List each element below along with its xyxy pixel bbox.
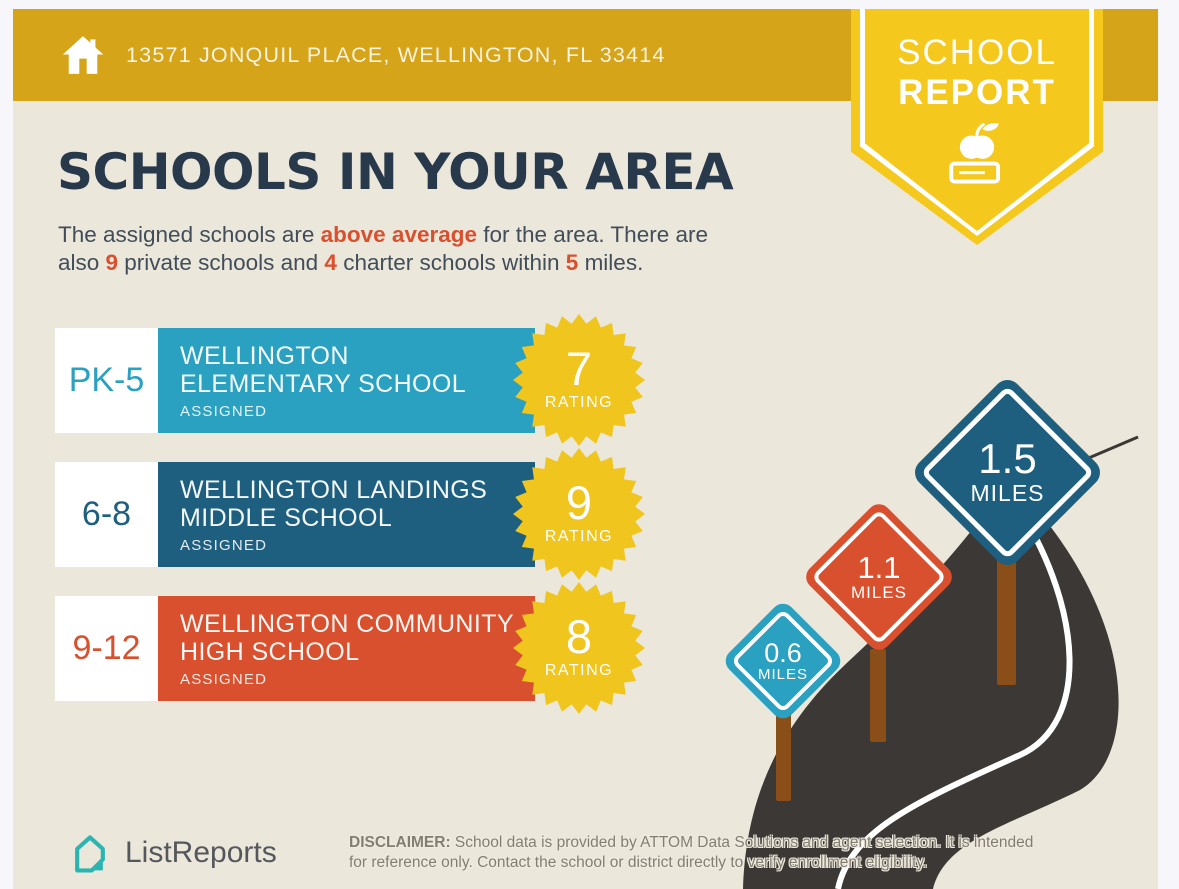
rating-starburst: 9 RATING xyxy=(513,447,645,580)
ribbon-title-line2: REPORT xyxy=(898,73,1056,112)
listreports-wordmark: ListReports xyxy=(125,836,277,869)
listreports-house-icon xyxy=(75,835,105,873)
rating-starburst: 7 RATING xyxy=(513,313,645,446)
grade-range-box: 9-12 xyxy=(55,596,158,701)
disclaimer-line-2: for reference only. Contact the school o… xyxy=(349,853,928,871)
road-center-line xyxy=(835,508,1073,889)
school-bar: WELLINGTON LANDINGS MIDDLE SCHOOL ASSIGN… xyxy=(158,462,535,567)
distance-value: 1.5 xyxy=(978,435,1037,482)
rating-label: RATING xyxy=(544,662,614,679)
distance-value: 1.1 xyxy=(857,549,901,585)
school-status: ASSIGNED xyxy=(180,670,268,688)
rating-value: 8 xyxy=(565,610,593,663)
distance-value: 0.6 xyxy=(764,637,802,668)
school-row-high: 9-12 WELLINGTON COMMUNITY HIGH SCHOOL AS… xyxy=(13,581,1158,714)
distance-unit: MILES xyxy=(850,582,908,602)
distance-sign-1-5-miles: 1.5 MILES xyxy=(909,374,1106,571)
school-name-line1: WELLINGTON xyxy=(180,341,349,370)
highlight-miles-count: 5 xyxy=(565,249,579,275)
apple-on-book-icon xyxy=(949,123,1001,184)
intro-line-1: The assigned schools are above average f… xyxy=(58,222,708,247)
property-address: 13571 JONQUIL PLACE, WELLINGTON, FL 3341… xyxy=(126,42,666,67)
disclaimer-line-1: DISCLAIMER: School data is provided by A… xyxy=(349,834,1034,851)
starburst-shape xyxy=(513,581,645,714)
starburst-shape xyxy=(513,447,645,580)
listreports-logo: ListReports xyxy=(68,831,277,875)
ribbon-title-line1: SCHOOL xyxy=(897,33,1057,72)
school-status: ASSIGNED xyxy=(180,402,268,420)
school-report-ribbon: SCHOOL REPORT xyxy=(851,9,1103,245)
sign-post xyxy=(870,649,886,742)
school-name-line2: MIDDLE SCHOOL xyxy=(180,504,393,532)
school-status: ASSIGNED xyxy=(180,536,268,554)
distance-unit: MILES xyxy=(757,665,808,683)
rating-starburst: 8 RATING xyxy=(513,581,645,714)
grade-range-box: 6-8 xyxy=(55,462,158,567)
page-title: SCHOOLS IN YOUR AREA xyxy=(57,143,734,201)
highlight-charter-count: 4 xyxy=(324,249,337,275)
starburst-shape xyxy=(513,313,645,446)
grade-range: PK-5 xyxy=(68,361,145,399)
rating-label: RATING xyxy=(544,528,614,545)
intro-paragraph: The assigned schools are above average f… xyxy=(58,221,708,276)
distance-unit: MILES xyxy=(970,480,1045,506)
grade-range: 6-8 xyxy=(81,495,132,533)
school-bar: WELLINGTON COMMUNITY HIGH SCHOOL ASSIGNE… xyxy=(158,596,535,701)
school-name-line1: WELLINGTON LANDINGS xyxy=(180,475,488,504)
grade-range-box: PK-5 xyxy=(55,328,158,433)
highlight-private-count: 9 xyxy=(105,249,119,275)
report-card: 13571 JONQUIL PLACE, WELLINGTON, FL 3341… xyxy=(13,9,1158,889)
disclaimer-text: DISCLAIMER: School data is provided by A… xyxy=(349,833,1049,872)
road-surface xyxy=(743,478,1119,889)
distance-sign-1-1-miles: 1.1 MILES xyxy=(801,499,957,655)
intro-line-2: also 9 private schools and 4 charter sch… xyxy=(58,249,644,275)
home-icon xyxy=(62,36,104,74)
grade-range: 9-12 xyxy=(72,629,141,667)
rating-value: 9 xyxy=(565,476,593,529)
school-name-line1: WELLINGTON COMMUNITY xyxy=(180,609,514,638)
school-row-elementary: PK-5 WELLINGTON ELEMENTARY SCHOOL ASSIGN… xyxy=(13,313,1158,446)
rating-value: 7 xyxy=(565,342,593,395)
school-name-line2: HIGH SCHOOL xyxy=(180,638,360,666)
highlight-above-average: above average xyxy=(320,222,478,247)
sign-post xyxy=(776,709,791,801)
school-bar: WELLINGTON ELEMENTARY SCHOOL ASSIGNED xyxy=(158,328,535,433)
rating-label: RATING xyxy=(544,394,614,411)
sign-post xyxy=(997,559,1016,685)
ribbon-title: SCHOOL REPORT xyxy=(851,33,1103,113)
school-name-line2: ELEMENTARY SCHOOL xyxy=(180,370,467,398)
school-row-middle: 6-8 WELLINGTON LANDINGS MIDDLE SCHOOL AS… xyxy=(13,447,1158,580)
